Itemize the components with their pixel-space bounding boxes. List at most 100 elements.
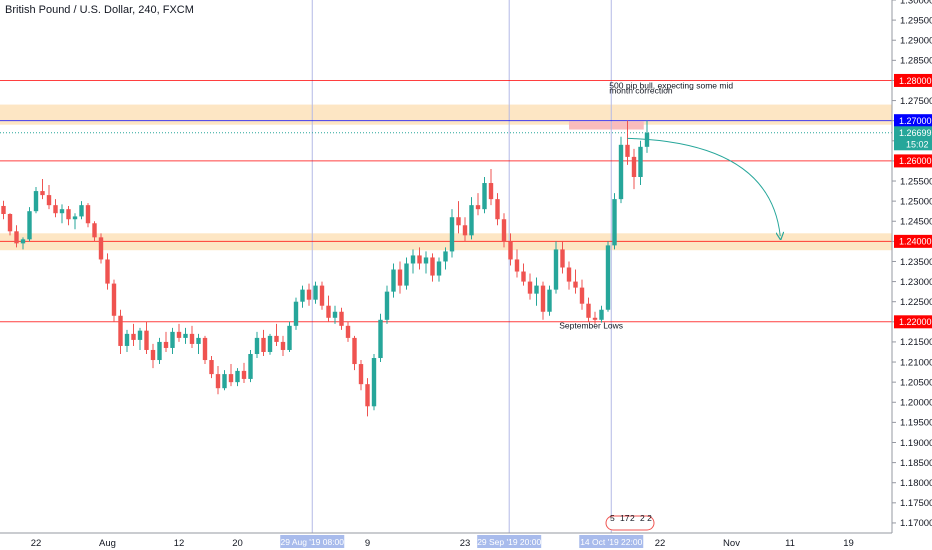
candle-body-40 <box>254 337 260 354</box>
current-price-label: 1.26699 <box>899 128 932 138</box>
candle-body-62 <box>397 269 403 286</box>
time-tick-6: 23 <box>460 538 471 549</box>
annotation-0: 500 pip bull, expecting some mid <box>609 80 733 90</box>
candle-body-63 <box>404 263 409 286</box>
candle-body-4 <box>20 239 26 244</box>
candle-body-55 <box>352 337 357 365</box>
candle-body-46 <box>293 301 299 326</box>
candle-body-77 <box>495 199 500 220</box>
candle-body-51 <box>326 305 331 318</box>
chart-title: British Pound / U.S. Dollar, 240, FXCM <box>5 4 194 16</box>
levels-layer <box>0 79 892 323</box>
price-tick-9: 1.25500 <box>900 176 932 187</box>
candle-body-90 <box>579 287 585 304</box>
vertical-lines-layer <box>311 0 612 533</box>
price-tick-19: 1.20500 <box>900 377 932 388</box>
candle-body-61 <box>391 269 396 292</box>
price-tick-23: 1.18500 <box>900 458 932 469</box>
candle-body-85 <box>547 289 552 312</box>
price-tick-17: 1.21500 <box>900 337 932 348</box>
candle-body-27 <box>170 331 175 348</box>
candle-body-72 <box>462 225 468 236</box>
candle-body-6 <box>33 191 39 212</box>
price-label-bg-2 <box>894 154 932 168</box>
candle-body-84 <box>540 285 546 312</box>
candle-body-3 <box>14 231 19 244</box>
candle-body-16 <box>98 237 104 260</box>
candle-body-58 <box>371 358 377 407</box>
candle-body-65 <box>417 255 422 264</box>
time-tick-3: 20 <box>232 538 243 549</box>
candle-body-95 <box>612 199 617 246</box>
candle-body-68 <box>436 261 442 276</box>
annotation-2: September Lows <box>559 321 623 331</box>
candle-body-96 <box>618 144 624 200</box>
price-label-0: 1.28000 <box>899 76 932 86</box>
price-label-4: 1.22000 <box>899 317 932 327</box>
event-badge-3: 2 2 <box>640 513 652 523</box>
price-tick-14: 1.23000 <box>900 277 932 288</box>
price-tick-3: 1.28500 <box>900 56 932 67</box>
candle-body-73 <box>469 205 474 236</box>
candle-body-52 <box>332 311 338 318</box>
event-badge-2: 2 <box>630 513 635 523</box>
time-axis[interactable]: 22Aug1220Sep923Oct1422Nov1119 <box>31 538 854 549</box>
price-tick-18: 1.21000 <box>900 357 932 368</box>
candle-body-13 <box>79 205 84 217</box>
time-tick-5: 9 <box>365 538 370 549</box>
correction-arrow <box>627 137 781 236</box>
candle-body-25 <box>157 341 162 361</box>
price-label-bg-0 <box>894 73 932 87</box>
candle-body-94 <box>605 245 611 310</box>
candle-body-28 <box>176 331 182 338</box>
candle-body-17 <box>105 259 110 284</box>
candle-body-2 <box>7 214 13 232</box>
candle-body-86 <box>553 249 559 290</box>
candle-body-67 <box>430 257 435 276</box>
candle-body-57 <box>365 384 370 407</box>
candle-body-32 <box>202 337 208 361</box>
candle-body-20 <box>124 333 130 346</box>
price-label-2: 1.26000 <box>899 156 932 166</box>
candle-body-60 <box>384 291 390 320</box>
candle-body-1 <box>1 205 6 215</box>
candle-body-18 <box>111 283 117 316</box>
candle-body-21 <box>131 333 136 340</box>
annotation-1: month correction <box>609 85 673 95</box>
price-tick-5: 1.27500 <box>900 96 932 107</box>
price-label-bg-3 <box>894 234 932 248</box>
event-badge-0: 5 <box>610 513 615 523</box>
time-label-1: 29 Sep '19 20:00 <box>477 537 541 547</box>
candle-body-69 <box>443 251 448 262</box>
time-label-0: 29 Aug '19 08:00 <box>280 537 344 547</box>
candle-body-79 <box>508 241 513 260</box>
candle-body-42 <box>267 335 273 352</box>
time-tick-12: 19 <box>843 538 854 549</box>
candle-body-29 <box>183 333 188 338</box>
price-tick-1: 1.29500 <box>900 15 932 26</box>
price-label-bg-4 <box>894 315 932 329</box>
candle-body-22 <box>137 330 143 340</box>
time-tick-11: 11 <box>785 538 795 549</box>
time-tick-1: Aug <box>99 538 116 549</box>
event-badges-outline <box>605 515 655 531</box>
price-tick-0: 1.30000 <box>900 0 932 6</box>
candle-body-48 <box>306 289 312 300</box>
candle-body-56 <box>358 364 364 385</box>
candle-body-44 <box>280 341 286 350</box>
candle-body-87 <box>560 249 565 268</box>
time-tick-9: 22 <box>655 538 666 549</box>
candle-body-38 <box>241 370 247 379</box>
price-tick-11: 1.24500 <box>900 217 932 228</box>
candle-body-36 <box>228 374 234 383</box>
time-label-2: 14 Oct '19 22:00 <box>580 537 642 547</box>
candle-body-92 <box>592 317 598 320</box>
candle-body-30 <box>189 333 195 344</box>
price-axis-background <box>892 0 932 550</box>
candle-body-81 <box>521 271 526 282</box>
candle-body-75 <box>482 183 487 210</box>
candle-body-10 <box>59 209 65 214</box>
candle-body-7 <box>40 191 45 196</box>
candle-body-5 <box>27 211 32 240</box>
candle-body-76 <box>488 183 494 200</box>
